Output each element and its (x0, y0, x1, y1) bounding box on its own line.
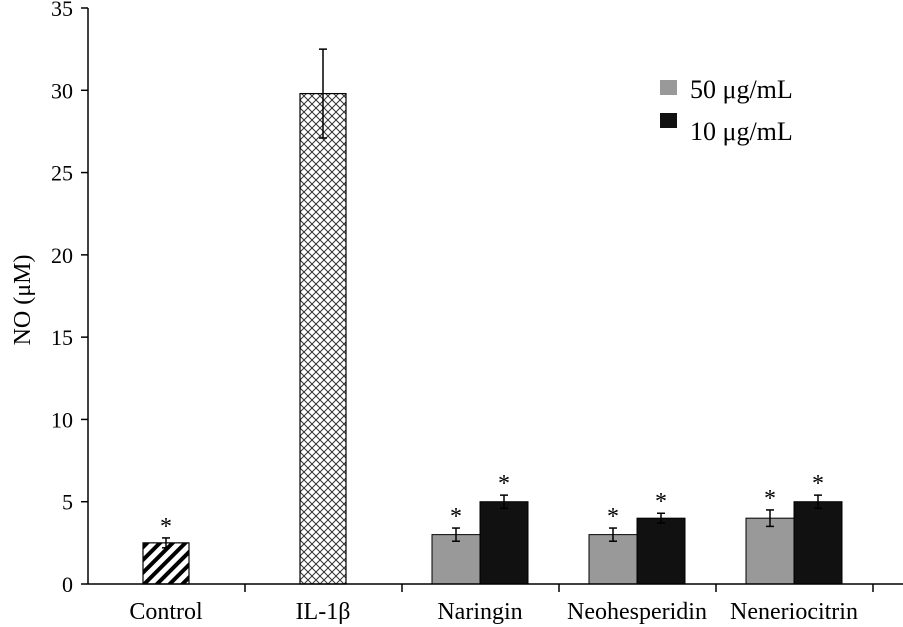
significance-marker: * (160, 514, 172, 540)
y-tick-label: 30 (51, 78, 73, 103)
y-tick-label: 20 (51, 243, 73, 268)
y-axis-label: NO (μM) (10, 255, 36, 346)
labels: Control IL-1β Naringin Neohesperidin Nenerio… (129, 471, 858, 625)
y-tick-label: 10 (51, 407, 73, 432)
significance-marker: * (607, 504, 619, 530)
significance-marker: * (764, 486, 776, 512)
legend-label-10: 10 μg/mL (690, 117, 793, 146)
y-tick-label: 25 (51, 161, 73, 186)
legend-label-50: 50 μg/mL (690, 75, 793, 104)
x-tick-label: Neohesperidin (567, 599, 707, 625)
bar (142, 542, 190, 585)
legend-swatch-10 (660, 113, 677, 128)
significance-marker: * (450, 504, 462, 530)
bars (142, 48, 843, 585)
bar (745, 517, 795, 585)
x-tick-label: Naringin (437, 599, 522, 625)
bar (793, 501, 843, 585)
legend: 50 μg/mL 10 μg/mL (660, 75, 793, 146)
y-axis-ticks: 0 5 10 15 20 25 30 35 (51, 0, 874, 597)
bar (431, 534, 481, 585)
bar (636, 517, 686, 585)
y-tick-label: 0 (62, 572, 73, 597)
y-tick-label: 35 (51, 0, 73, 21)
significance-marker: * (655, 489, 667, 515)
bar (588, 534, 638, 585)
y-tick-label: 5 (62, 490, 73, 515)
significance-marker: * (498, 471, 510, 497)
significance-marker: * (812, 471, 824, 497)
bar (479, 501, 529, 585)
x-tick-label: IL-1β (296, 599, 351, 625)
x-tick-label: Neneriocitrin (730, 599, 858, 625)
y-tick-label: 15 (51, 325, 73, 350)
bar (299, 92, 347, 585)
legend-swatch-50 (660, 80, 677, 95)
x-tick-label: Control (129, 599, 203, 625)
